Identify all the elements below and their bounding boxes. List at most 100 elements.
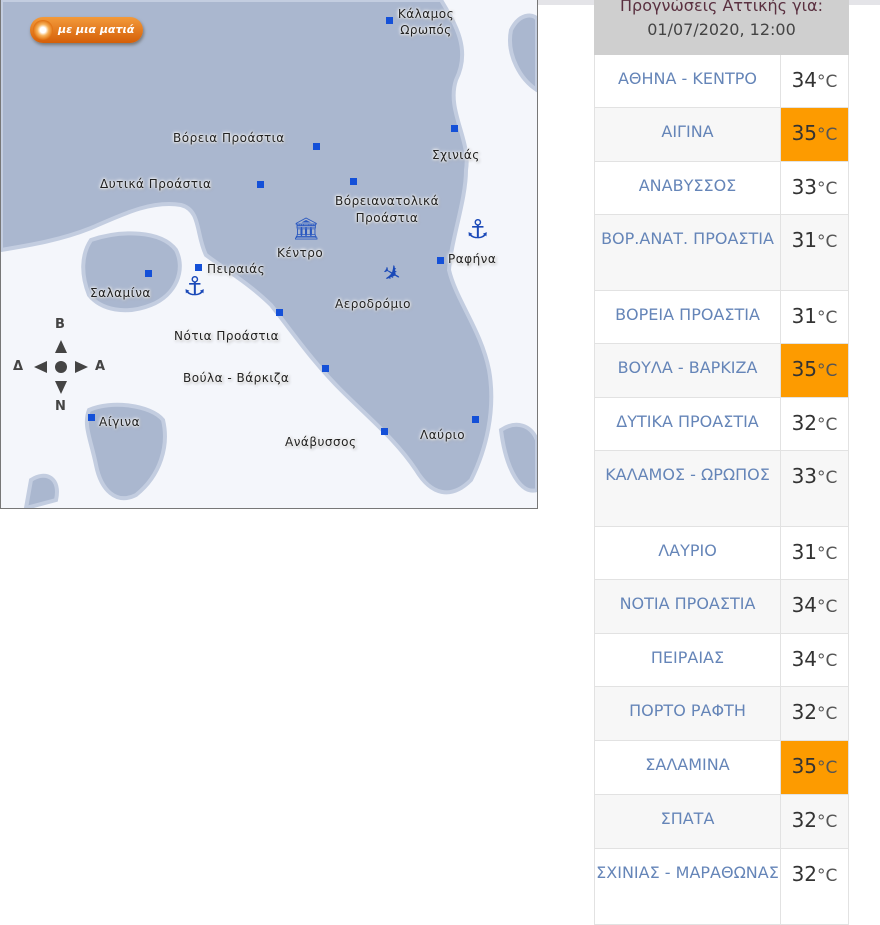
temperature-unit: °C (817, 361, 838, 381)
label-proastia[interactable]: Προάστια (355, 211, 419, 225)
forecast-row: ΝΟΤΙΑ ΠΡΟΑΣΤΙΑ 34°C (594, 580, 849, 634)
map-land (1, 0, 537, 508)
temperature-value: 31 (791, 540, 818, 564)
temperature-value: 34 (791, 647, 818, 671)
location-marker[interactable] (472, 416, 479, 423)
location-name-link[interactable]: ΒΟΡ.ΑΝΑΤ. ΠΡΟΑΣΤΙΑ (594, 215, 781, 290)
forecast-row: ΠΟΡΤΟ ΡΑΦΤΗ 32°C (594, 687, 849, 741)
temperature-unit: °C (817, 232, 838, 252)
label-aerodromio[interactable]: Αεροδρόμιο (335, 297, 411, 311)
temperature-unit: °C (817, 72, 838, 92)
temperature-cell: 34°C (781, 580, 849, 633)
label-dytika-proastia[interactable]: Δυτικά Προάστια (100, 177, 212, 191)
compass-east: Α (95, 359, 106, 374)
temperature-unit: °C (817, 866, 838, 886)
location-marker[interactable] (381, 428, 388, 435)
forecast-row: ΒΟΥΛΑ - ΒΑΡΚΙΖΑ 35°C (594, 344, 849, 398)
temperature-value: 33 (791, 175, 818, 199)
temperature-value: 32 (791, 411, 818, 435)
temperature-cell: 32°C (781, 398, 849, 450)
location-name-link[interactable]: ΣΠΑΤΑ (594, 795, 781, 848)
temperature-cell: 35°C (781, 108, 849, 161)
forecast-row: ΣΑΛΑΜΙΝΑ 35°C (594, 741, 849, 795)
forecast-row: ΛΑΥΡΙΟ 31°C (594, 527, 849, 580)
location-marker[interactable] (451, 125, 458, 132)
temperature-unit: °C (817, 468, 838, 488)
attica-map[interactable]: με μια ματιά Κάλαμος Ωρωπός Βόρεια Προάσ… (0, 0, 538, 509)
temperature-value: 31 (791, 304, 818, 328)
label-anavyssos[interactable]: Ανάβυσσος (285, 435, 357, 449)
label-aigina[interactable]: Αίγινα (99, 415, 141, 429)
at-a-glance-button[interactable]: με μια ματιά (30, 17, 143, 43)
location-name-link[interactable]: ΠΕΙΡΑΙΑΣ (594, 634, 781, 686)
temperature-cell: 34°C (781, 55, 849, 107)
label-oropos[interactable]: Ωρωπός (400, 23, 452, 37)
location-marker[interactable] (350, 178, 357, 185)
forecast-row: ΚΑΛΑΜΟΣ - ΩΡΩΠΟΣ 33°C (594, 451, 849, 527)
location-marker[interactable] (313, 143, 320, 150)
label-rafina[interactable]: Ραφήνα (448, 252, 497, 266)
label-peiraias[interactable]: Πειραιάς (207, 262, 266, 276)
location-name-link[interactable]: ΒΟΡΕΙΑ ΠΡΟΑΣΤΙΑ (594, 291, 781, 343)
forecast-row: ΑΘΗΝΑ - ΚΕΝΤΡΟ 34°C (594, 55, 849, 108)
location-marker[interactable] (145, 270, 152, 277)
compass-north: Β (55, 317, 65, 332)
location-name-link[interactable]: ΛΑΥΡΙΟ (594, 527, 781, 579)
compass-arrows (34, 340, 88, 394)
temperature-unit: °C (817, 125, 838, 145)
temperature-cell: 31°C (781, 527, 849, 579)
location-name-link[interactable]: ΚΑΛΑΜΟΣ - ΩΡΩΠΟΣ (594, 451, 781, 526)
temperature-cell: 34°C (781, 634, 849, 686)
parliament-building-icon: 🏛 (292, 217, 320, 242)
label-voreioanatolika[interactable]: Βόρειανατολικά (335, 194, 439, 208)
location-name-link[interactable]: ΝΟΤΙΑ ΠΡΟΑΣΤΙΑ (594, 580, 781, 633)
label-voreia-proastia[interactable]: Βόρεια Προάστια (173, 131, 285, 145)
label-kentro[interactable]: Κέντρο (277, 246, 324, 260)
location-marker[interactable] (386, 17, 393, 24)
forecast-row: ΣΧΙΝΙΑΣ - ΜΑΡΑΘΩΝΑΣ 32°C (594, 849, 849, 925)
location-marker[interactable] (276, 309, 283, 316)
temperature-cell: 33°C (781, 451, 849, 526)
temperature-value: 35 (791, 754, 818, 778)
location-name-link[interactable]: ΑΘΗΝΑ - ΚΕΝΤΡΟ (594, 55, 781, 107)
forecast-row: ΑΝΑΒΥΣΣΟΣ 33°C (594, 162, 849, 215)
label-schinias[interactable]: Σχινιάς (432, 148, 480, 162)
location-marker[interactable] (257, 181, 264, 188)
temperature-unit: °C (817, 415, 838, 435)
location-name-link[interactable]: ΔΥΤΙΚΑ ΠΡΟΑΣΤΙΑ (594, 398, 781, 450)
forecast-row: ΒΟΡ.ΑΝΑΤ. ΠΡΟΑΣΤΙΑ 31°C (594, 215, 849, 291)
location-name-link[interactable]: ΣΧΙΝΙΑΣ - ΜΑΡΑΘΩΝΑΣ (594, 849, 781, 924)
label-notia-proastia[interactable]: Νότια Προάστια (174, 329, 280, 343)
location-marker[interactable] (437, 257, 444, 264)
location-name-link[interactable]: ΑΝΑΒΥΣΣΟΣ (594, 162, 781, 214)
label-lavrio[interactable]: Λαύριο (420, 428, 466, 442)
temperature-unit: °C (817, 812, 838, 832)
temperature-value: 31 (791, 228, 818, 252)
temperature-value: 32 (791, 808, 818, 832)
temperature-cell: 32°C (781, 687, 849, 740)
location-marker[interactable] (322, 365, 329, 372)
location-marker[interactable] (195, 264, 202, 271)
temperature-cell: 31°C (781, 291, 849, 343)
temperature-value: 34 (791, 593, 818, 617)
compass-rose-icon (33, 20, 53, 40)
temperature-value: 35 (791, 121, 818, 145)
label-salamina[interactable]: Σαλαμίνα (90, 286, 151, 300)
location-name-link[interactable]: ΣΑΛΑΜΙΝΑ (594, 741, 781, 794)
compass-west: Δ (13, 359, 24, 374)
label-voula-varkiza[interactable]: Βούλα - Βάρκιζα (183, 371, 290, 385)
label-kalamos[interactable]: Κάλαμος (397, 7, 455, 21)
location-name-link[interactable]: ΠΟΡΤΟ ΡΑΦΤΗ (594, 687, 781, 740)
forecast-datetime: 01/07/2020, 12:00 (647, 20, 796, 39)
temperature-unit: °C (817, 544, 838, 564)
compass-south: Ν (55, 399, 66, 414)
location-name-link[interactable]: ΑΙΓΙΝΑ (594, 108, 781, 161)
temperature-value: 34 (791, 68, 818, 92)
location-marker[interactable] (88, 414, 95, 421)
temperature-value: 33 (791, 464, 818, 488)
temperature-value: 32 (791, 700, 818, 724)
location-name-link[interactable]: ΒΟΥΛΑ - ΒΑΡΚΙΖΑ (594, 344, 781, 397)
forecast-row: ΔΥΤΙΚΑ ΠΡΟΑΣΤΙΑ 32°C (594, 398, 849, 451)
temperature-unit: °C (817, 308, 838, 328)
anchor-icon: ⚓ (183, 272, 207, 302)
